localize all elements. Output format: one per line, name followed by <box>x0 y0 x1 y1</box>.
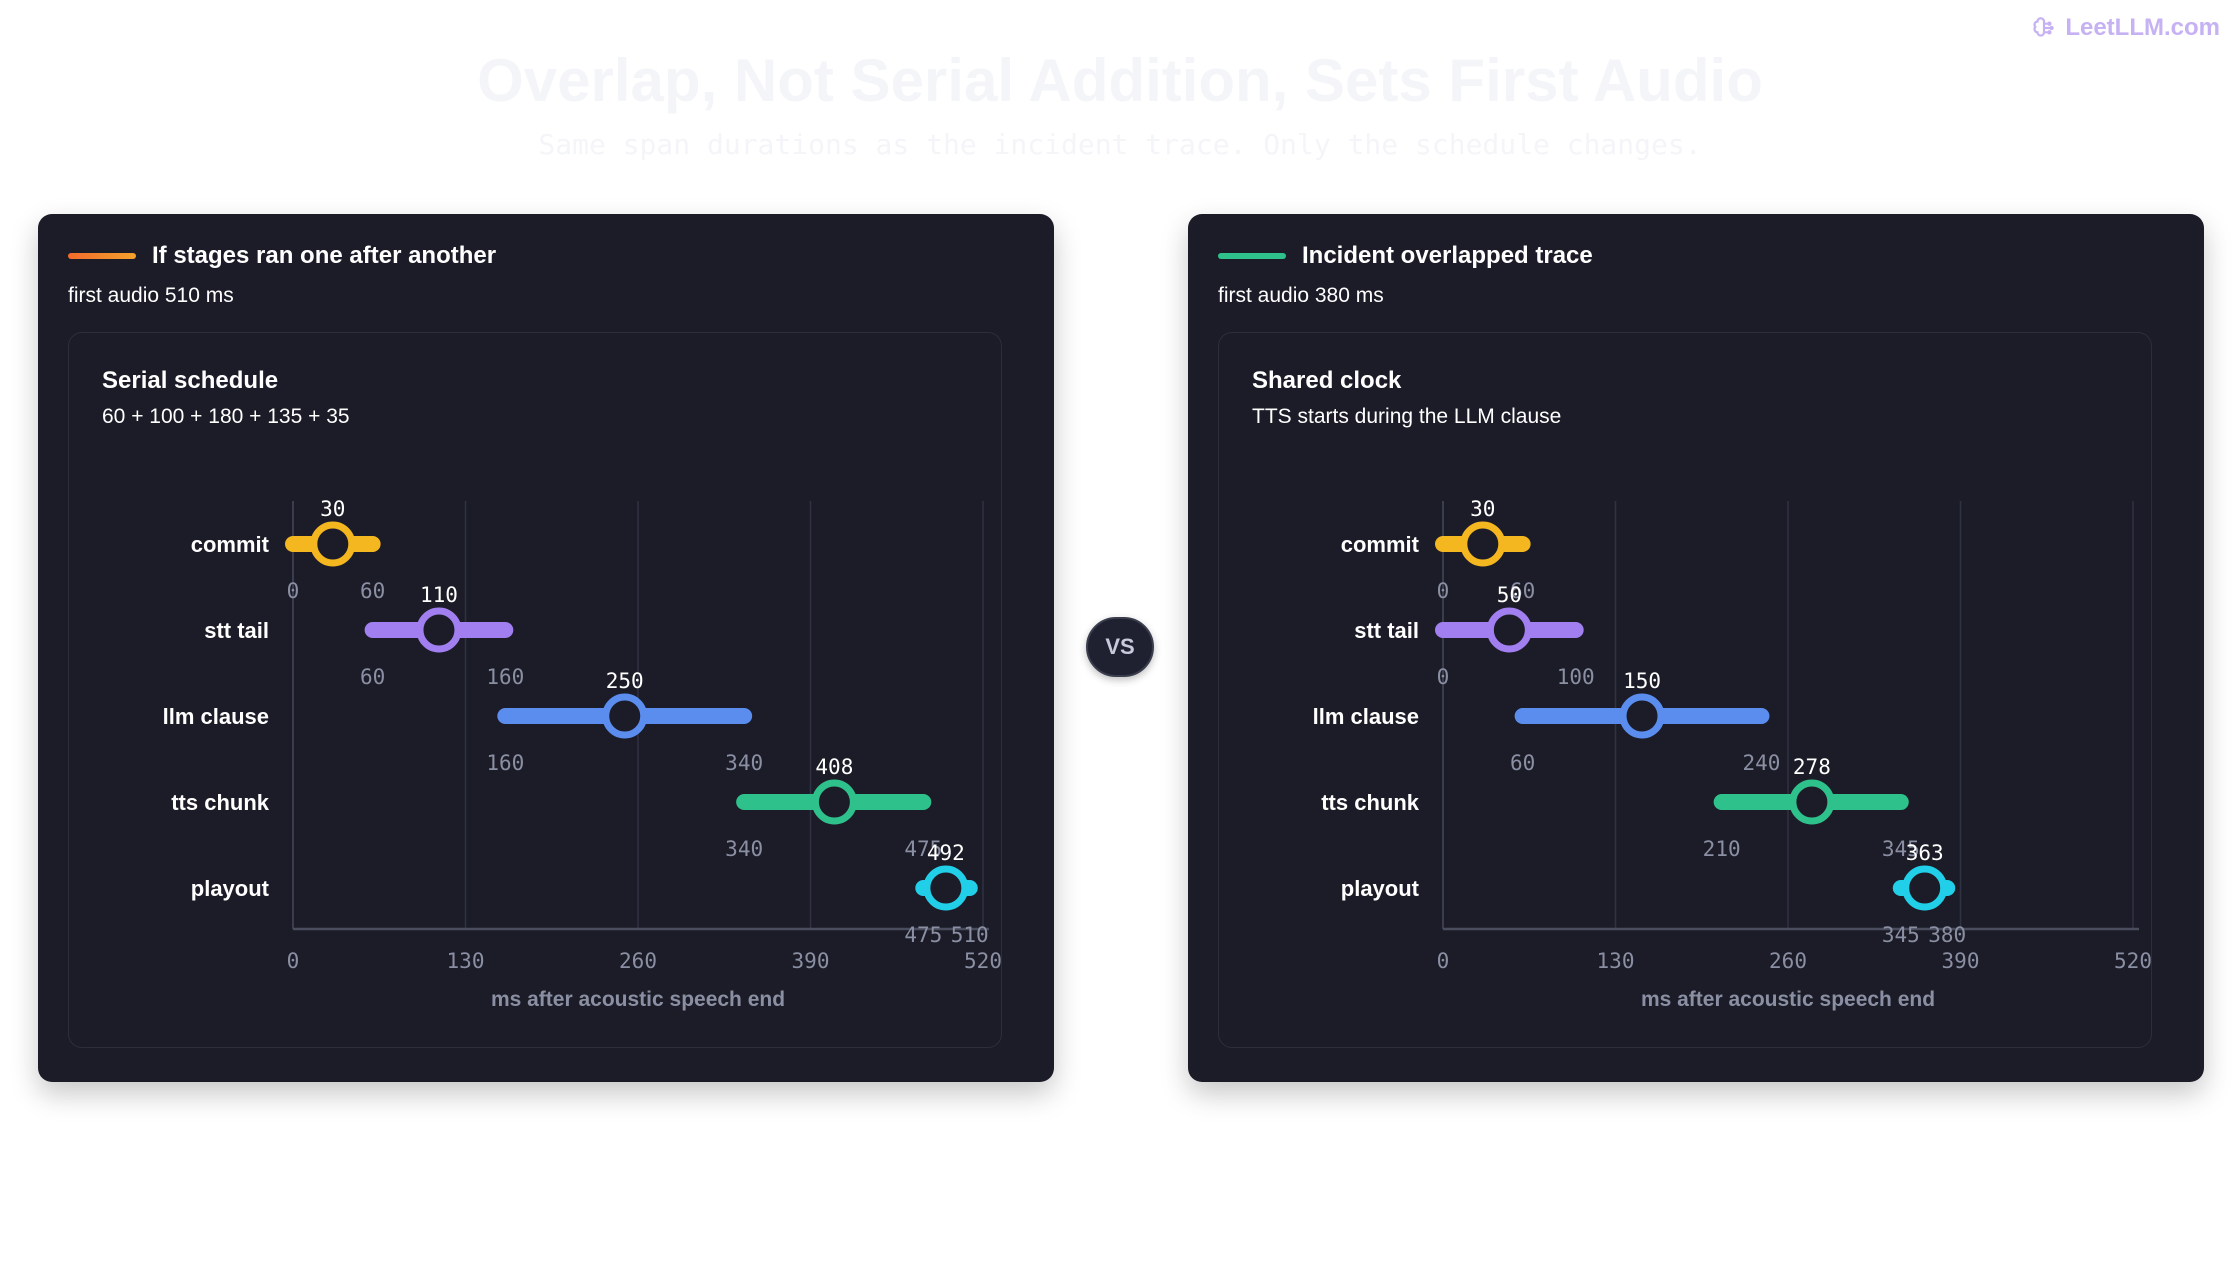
end-label-tts-chunk: 345 <box>1882 837 1920 861</box>
row-label-commit: commit <box>1341 532 1420 557</box>
start-label-tts-chunk: 210 <box>1703 837 1741 861</box>
page-title: Overlap, Not Serial Addition, Sets First… <box>477 47 1763 114</box>
x-tick-label: 520 <box>2114 949 2152 973</box>
start-label-stt-tail: 60 <box>360 665 385 689</box>
brain-icon <box>2033 17 2055 37</box>
start-label-commit: 0 <box>287 579 300 603</box>
overlap-card-title: Incident overlapped trace <box>1302 242 1593 269</box>
x-tick-label: 0 <box>287 949 300 973</box>
start-label-playout: 475 <box>904 923 942 947</box>
serial-card-header: If stages ran one after another first au… <box>68 242 496 308</box>
start-label-llm-clause: 160 <box>486 751 524 775</box>
overlap-card: Incident overlapped trace first audio 38… <box>1188 214 2204 1082</box>
row-label-playout: playout <box>191 876 270 901</box>
midpoint-marker-tts-chunk <box>811 779 857 825</box>
row-label-tts-chunk: tts chunk <box>171 790 270 815</box>
midpoint-label-stt-tail: 50 <box>1497 583 1522 607</box>
midpoint-marker-llm-clause <box>1619 693 1665 739</box>
midpoint-marker-stt-tail <box>416 607 462 653</box>
end-label-stt-tail: 100 <box>1557 665 1595 689</box>
midpoint-label-llm-clause: 250 <box>606 669 644 693</box>
end-label-playout: 380 <box>1928 923 1966 947</box>
midpoint-label-commit: 30 <box>1470 497 1495 521</box>
midpoint-marker-commit <box>310 521 356 567</box>
row-label-stt-tail: stt tail <box>1354 618 1419 643</box>
end-label-tts-chunk: 475 <box>904 837 942 861</box>
serial-card-subtitle: first audio 510 ms <box>68 284 234 307</box>
x-axis-title: ms after acoustic speech end <box>491 988 785 1011</box>
midpoint-label-stt-tail: 110 <box>420 583 458 607</box>
overlap-chart: 0 130 260 390 520 ms after acoustic speech en… <box>1313 497 2152 1011</box>
serial-chart: 0 130 260 390 520 ms after acoustic speech en… <box>163 497 1002 1011</box>
midpoint-marker-playout <box>923 865 969 911</box>
row-label-playout: playout <box>1341 876 1420 901</box>
end-label-playout: 510 <box>951 923 989 947</box>
x-tick-label: 520 <box>964 949 1002 973</box>
row-label-llm-clause: llm clause <box>1313 704 1419 729</box>
row-label-commit: commit <box>191 532 270 557</box>
serial-card: If stages ran one after another first au… <box>38 214 1054 1082</box>
midpoint-label-commit: 30 <box>320 497 345 521</box>
overlap-card-header: Incident overlapped trace first audio 38… <box>1218 242 1593 308</box>
serial-card-title: If stages ran one after another <box>152 242 497 269</box>
x-axis-title: ms after acoustic speech end <box>1641 988 1935 1011</box>
midpoint-label-playout: 492 <box>927 841 965 865</box>
x-tick-label: 390 <box>1942 949 1980 973</box>
start-label-tts-chunk: 340 <box>725 837 763 861</box>
overlap-accent-bar <box>1218 253 1286 259</box>
overlap-card-subtitle: first audio 380 ms <box>1218 284 1384 307</box>
start-label-commit: 0 <box>1437 579 1450 603</box>
start-label-llm-clause: 60 <box>1510 751 1535 775</box>
midpoint-marker-commit <box>1460 521 1506 567</box>
row-label-stt-tail: stt tail <box>204 618 269 643</box>
overlap-chart-panel: Shared clock TTS starts during the LLM c… <box>1218 332 2152 1048</box>
serial-panel-subtitle: 60 + 100 + 180 + 135 + 35 <box>102 405 350 428</box>
brand-name: LeetLLM.com <box>2065 14 2220 41</box>
x-tick-label: 130 <box>1597 949 1635 973</box>
page-subtitle: Same span durations as the incident trac… <box>538 128 1702 161</box>
midpoint-label-tts-chunk: 408 <box>815 755 853 779</box>
serial-chart-panel: Serial schedule 60 + 100 + 180 + 135 + 3… <box>68 332 1002 1048</box>
x-tick-label: 130 <box>447 949 485 973</box>
midpoint-label-tts-chunk: 278 <box>1793 755 1831 779</box>
serial-panel-title: Serial schedule <box>102 367 279 394</box>
midpoint-label-playout: 363 <box>1906 841 1944 865</box>
x-tick-label: 390 <box>792 949 830 973</box>
midpoint-marker-tts-chunk <box>1789 779 1835 825</box>
end-label-stt-tail: 160 <box>486 665 524 689</box>
midpoint-marker-playout <box>1902 865 1948 911</box>
end-label-llm-clause: 240 <box>1742 751 1780 775</box>
x-tick-label: 0 <box>1437 949 1450 973</box>
overlap-panel-title: Shared clock <box>1252 367 1402 394</box>
midpoint-label-llm-clause: 150 <box>1623 669 1661 693</box>
row-label-tts-chunk: tts chunk <box>1321 790 1420 815</box>
end-label-llm-clause: 340 <box>725 751 763 775</box>
brand-logo[interactable]: LeetLLM.com <box>2031 14 2220 42</box>
midpoint-marker-stt-tail <box>1486 607 1532 653</box>
end-label-commit: 60 <box>360 579 385 603</box>
midpoint-marker-llm-clause <box>602 693 648 739</box>
x-tick-label: 260 <box>1769 949 1807 973</box>
end-label-commit: 60 <box>1510 579 1535 603</box>
start-label-playout: 345 <box>1882 923 1920 947</box>
start-label-stt-tail: 0 <box>1437 665 1450 689</box>
overlap-panel-subtitle: TTS starts during the LLM clause <box>1252 405 1562 428</box>
row-label-llm-clause: llm clause <box>163 704 269 729</box>
serial-accent-bar <box>68 253 136 259</box>
vs-badge: VS <box>1086 617 1154 677</box>
x-tick-label: 260 <box>619 949 657 973</box>
